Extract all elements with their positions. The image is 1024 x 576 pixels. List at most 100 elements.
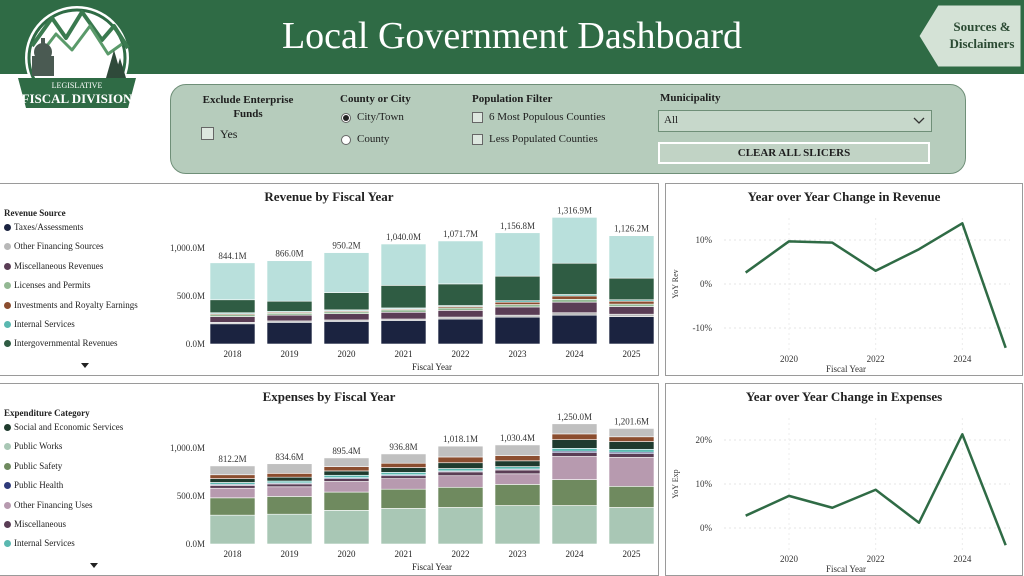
revenue-bar-segment[interactable] [323,321,370,345]
revenue-bar-segment[interactable] [494,301,541,305]
legend-item[interactable]: Intergovernmental Revenues [4,338,138,357]
enterprise-funds-checkbox[interactable] [201,127,214,140]
expenses-bar-segment[interactable] [380,488,427,509]
revenue-bar-segment[interactable] [608,316,655,345]
expenses-bar-segment[interactable] [323,470,370,476]
expenses-bar-segment[interactable] [494,466,541,470]
revenue-bar-segment[interactable] [380,311,427,320]
revenue-bar-segment[interactable] [266,314,313,322]
expenses-bar-segment[interactable] [266,476,313,482]
expenses-bar-segment[interactable] [494,484,541,506]
revenue-bar-segment[interactable] [608,306,655,315]
revenue-bar-segment[interactable] [380,320,427,345]
expenses-bar-segment[interactable] [494,460,541,467]
expenses-bar-segment[interactable] [266,496,313,515]
revenue-bar-segment[interactable] [266,322,313,345]
legend-item[interactable]: Other Financing Sources [4,241,138,260]
expenses-bar-segment[interactable] [551,456,598,480]
revenue-bar-segment[interactable] [437,283,484,306]
expenses-bar-segment[interactable] [494,444,541,456]
county-radio[interactable] [341,135,351,145]
expenses-bar-segment[interactable] [380,508,427,545]
revenue-bar-segment[interactable] [494,275,541,302]
populous-counties-checkbox[interactable] [472,112,483,123]
expenses-bar-segment[interactable] [608,453,655,458]
revenue-bar-segment[interactable] [494,316,541,345]
less-populated-checkbox[interactable] [472,134,483,145]
expenses-bar-segment[interactable] [551,505,598,545]
expenses-bar-segment[interactable] [437,462,484,469]
revenue-bar-segment[interactable] [266,300,313,312]
expenses-bar-segment[interactable] [551,439,598,449]
expenses-bar-segment[interactable] [209,474,256,479]
legend-item[interactable]: Internal Services [4,538,123,557]
expenses-bar-segment[interactable] [608,441,655,450]
legend-more-arrow-icon[interactable] [90,563,98,568]
expenses-bar-segment[interactable] [323,474,370,478]
expenses-bar-segment[interactable] [608,486,655,508]
expenses-bar-segment[interactable] [266,463,313,474]
revenue-bar-segment[interactable] [551,217,598,264]
revenue-bar-segment[interactable] [551,312,598,316]
expenses-bar-segment[interactable] [608,436,655,442]
expenses-yoy-series-line[interactable] [745,433,1007,546]
sources-disclaimers-button[interactable] [918,4,1022,68]
legend-item[interactable]: Licenses and Permits [4,280,138,299]
city-town-option[interactable]: City/Town [357,111,404,123]
expenses-bar-segment[interactable] [437,468,484,472]
municipality-dropdown[interactable]: All [658,110,932,132]
county-option[interactable]: County [357,133,390,145]
revenue-bar-segment[interactable] [380,309,427,313]
revenue-bar-segment[interactable] [494,306,541,316]
legend-item[interactable]: Internal Services [4,319,138,338]
expenses-bar-segment[interactable] [437,486,484,508]
legend-item[interactable]: Other Financing Uses [4,500,123,519]
city-town-radio[interactable] [341,113,351,123]
legend-item[interactable]: Public Works [4,441,123,460]
expenses-bar-segment[interactable] [437,475,484,488]
revenue-bar-segment[interactable] [608,235,655,279]
expenses-bar-segment[interactable] [437,456,484,464]
expenses-bar-segment[interactable] [551,433,598,440]
legend-item[interactable]: Public Health [4,480,123,499]
expenses-bar-segment[interactable] [551,452,598,457]
expenses-bar-segment[interactable] [551,423,598,435]
expenses-bar-segment[interactable] [380,462,427,468]
expenses-bar-segment[interactable] [494,473,541,485]
revenue-bar-segment[interactable] [266,260,313,302]
expenses-bar-segment[interactable] [380,478,427,490]
expenses-bar-segment[interactable] [209,514,256,545]
revenue-bar-segment[interactable] [608,300,655,305]
expenses-bar-segment[interactable] [437,507,484,545]
revenue-bar-segment[interactable] [209,316,256,323]
revenue-bar-segment[interactable] [323,313,370,321]
revenue-bar-segment[interactable] [494,232,541,277]
sources-disclaimers-label[interactable]: Sources & Disclaimers [949,19,1015,51]
enterprise-funds-option[interactable]: Yes [220,127,238,141]
expenses-bar-segment[interactable] [209,497,256,516]
legend-item[interactable]: Investments and Royalty Earnings [4,300,138,319]
revenue-bar-segment[interactable] [551,298,598,303]
revenue-bar-segment[interactable] [437,240,484,285]
revenue-bar-segment[interactable] [437,307,484,311]
legend-item[interactable]: Miscellaneous Revenues [4,261,138,280]
revenue-yoy-series-line[interactable] [744,222,1007,349]
revenue-bar-segment[interactable] [551,262,598,295]
expenses-bar-segment[interactable] [380,472,427,476]
legend-more-arrow-icon[interactable] [81,363,89,368]
expenses-bar-segment[interactable] [209,465,256,476]
expenses-bar-segment[interactable] [494,469,541,475]
expenses-bar-segment[interactable] [209,478,256,483]
revenue-bar-segment[interactable] [551,295,598,300]
clear-all-slicers-button[interactable]: CLEAR ALL SLICERS [658,142,930,164]
revenue-bar-segment[interactable] [209,323,256,345]
expenses-bar-segment[interactable] [437,445,484,458]
expenses-bar-segment[interactable] [608,457,655,487]
expenses-bar-segment[interactable] [380,475,427,479]
expenses-bar-segment[interactable] [323,510,370,545]
legend-item[interactable]: Taxes/Assessments [4,222,138,241]
expenses-bar-segment[interactable] [551,479,598,506]
expenses-bar-segment[interactable] [323,466,370,472]
revenue-bar-segment[interactable] [437,318,484,345]
revenue-bar-segment[interactable] [608,313,655,317]
